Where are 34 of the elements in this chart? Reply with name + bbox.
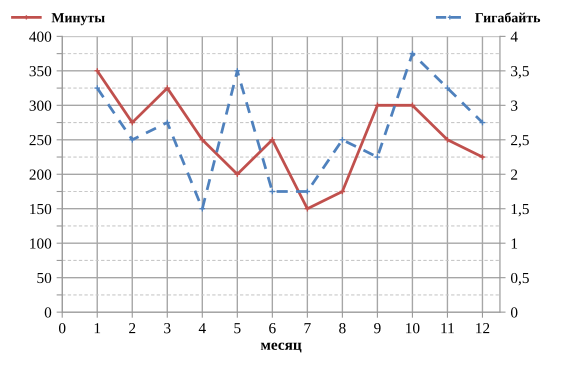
y-tick-label: 0	[44, 307, 52, 318]
y2-tick-label: 0	[510, 307, 518, 318]
x-tick-label: 4	[198, 323, 206, 334]
y-tick-label: 400	[29, 32, 52, 42]
x-tick-label: 2	[129, 323, 136, 334]
y2-tick-label: 1	[512, 238, 518, 249]
x-tick-label: 3	[164, 323, 170, 334]
legend-label: Гигабайть	[475, 12, 540, 22]
y-tick-label: 300	[30, 100, 52, 111]
y2-tick-label: 2	[511, 169, 518, 180]
y2-tick-label: 2,5	[511, 134, 529, 148]
y-tick-label: 250	[30, 134, 52, 146]
x-tick-label: 12	[476, 323, 490, 334]
x-tick-label: 8	[339, 323, 346, 334]
x-tick-label: 11	[441, 323, 454, 334]
x-axis-title: месяц	[260, 342, 302, 352]
y-tick-label: 150	[30, 204, 52, 214]
x-tick-label: 0	[58, 323, 66, 334]
y2-tick-label: 4	[510, 32, 518, 42]
x-tick-label: 7	[304, 323, 311, 334]
y-tick-label: 100	[30, 238, 52, 249]
legend-label: Минуты	[52, 13, 105, 26]
y2-tick-label: 0,5	[510, 272, 529, 286]
y2-tick-label: 1,5	[512, 204, 529, 216]
x-tick-label: 10	[406, 323, 420, 334]
x-tick-label: 5	[234, 323, 241, 334]
x-tick-label: 9	[374, 323, 381, 334]
y2-tick-label: 3	[511, 100, 518, 111]
y2-tick-label: 3,5	[511, 66, 529, 79]
x-tick-label: 6	[269, 323, 276, 334]
y-tick-label: 200	[30, 169, 52, 180]
y-tick-label: 50	[37, 272, 52, 284]
y-tick-label: 350	[30, 66, 52, 76]
x-tick-label: 1	[94, 323, 100, 334]
